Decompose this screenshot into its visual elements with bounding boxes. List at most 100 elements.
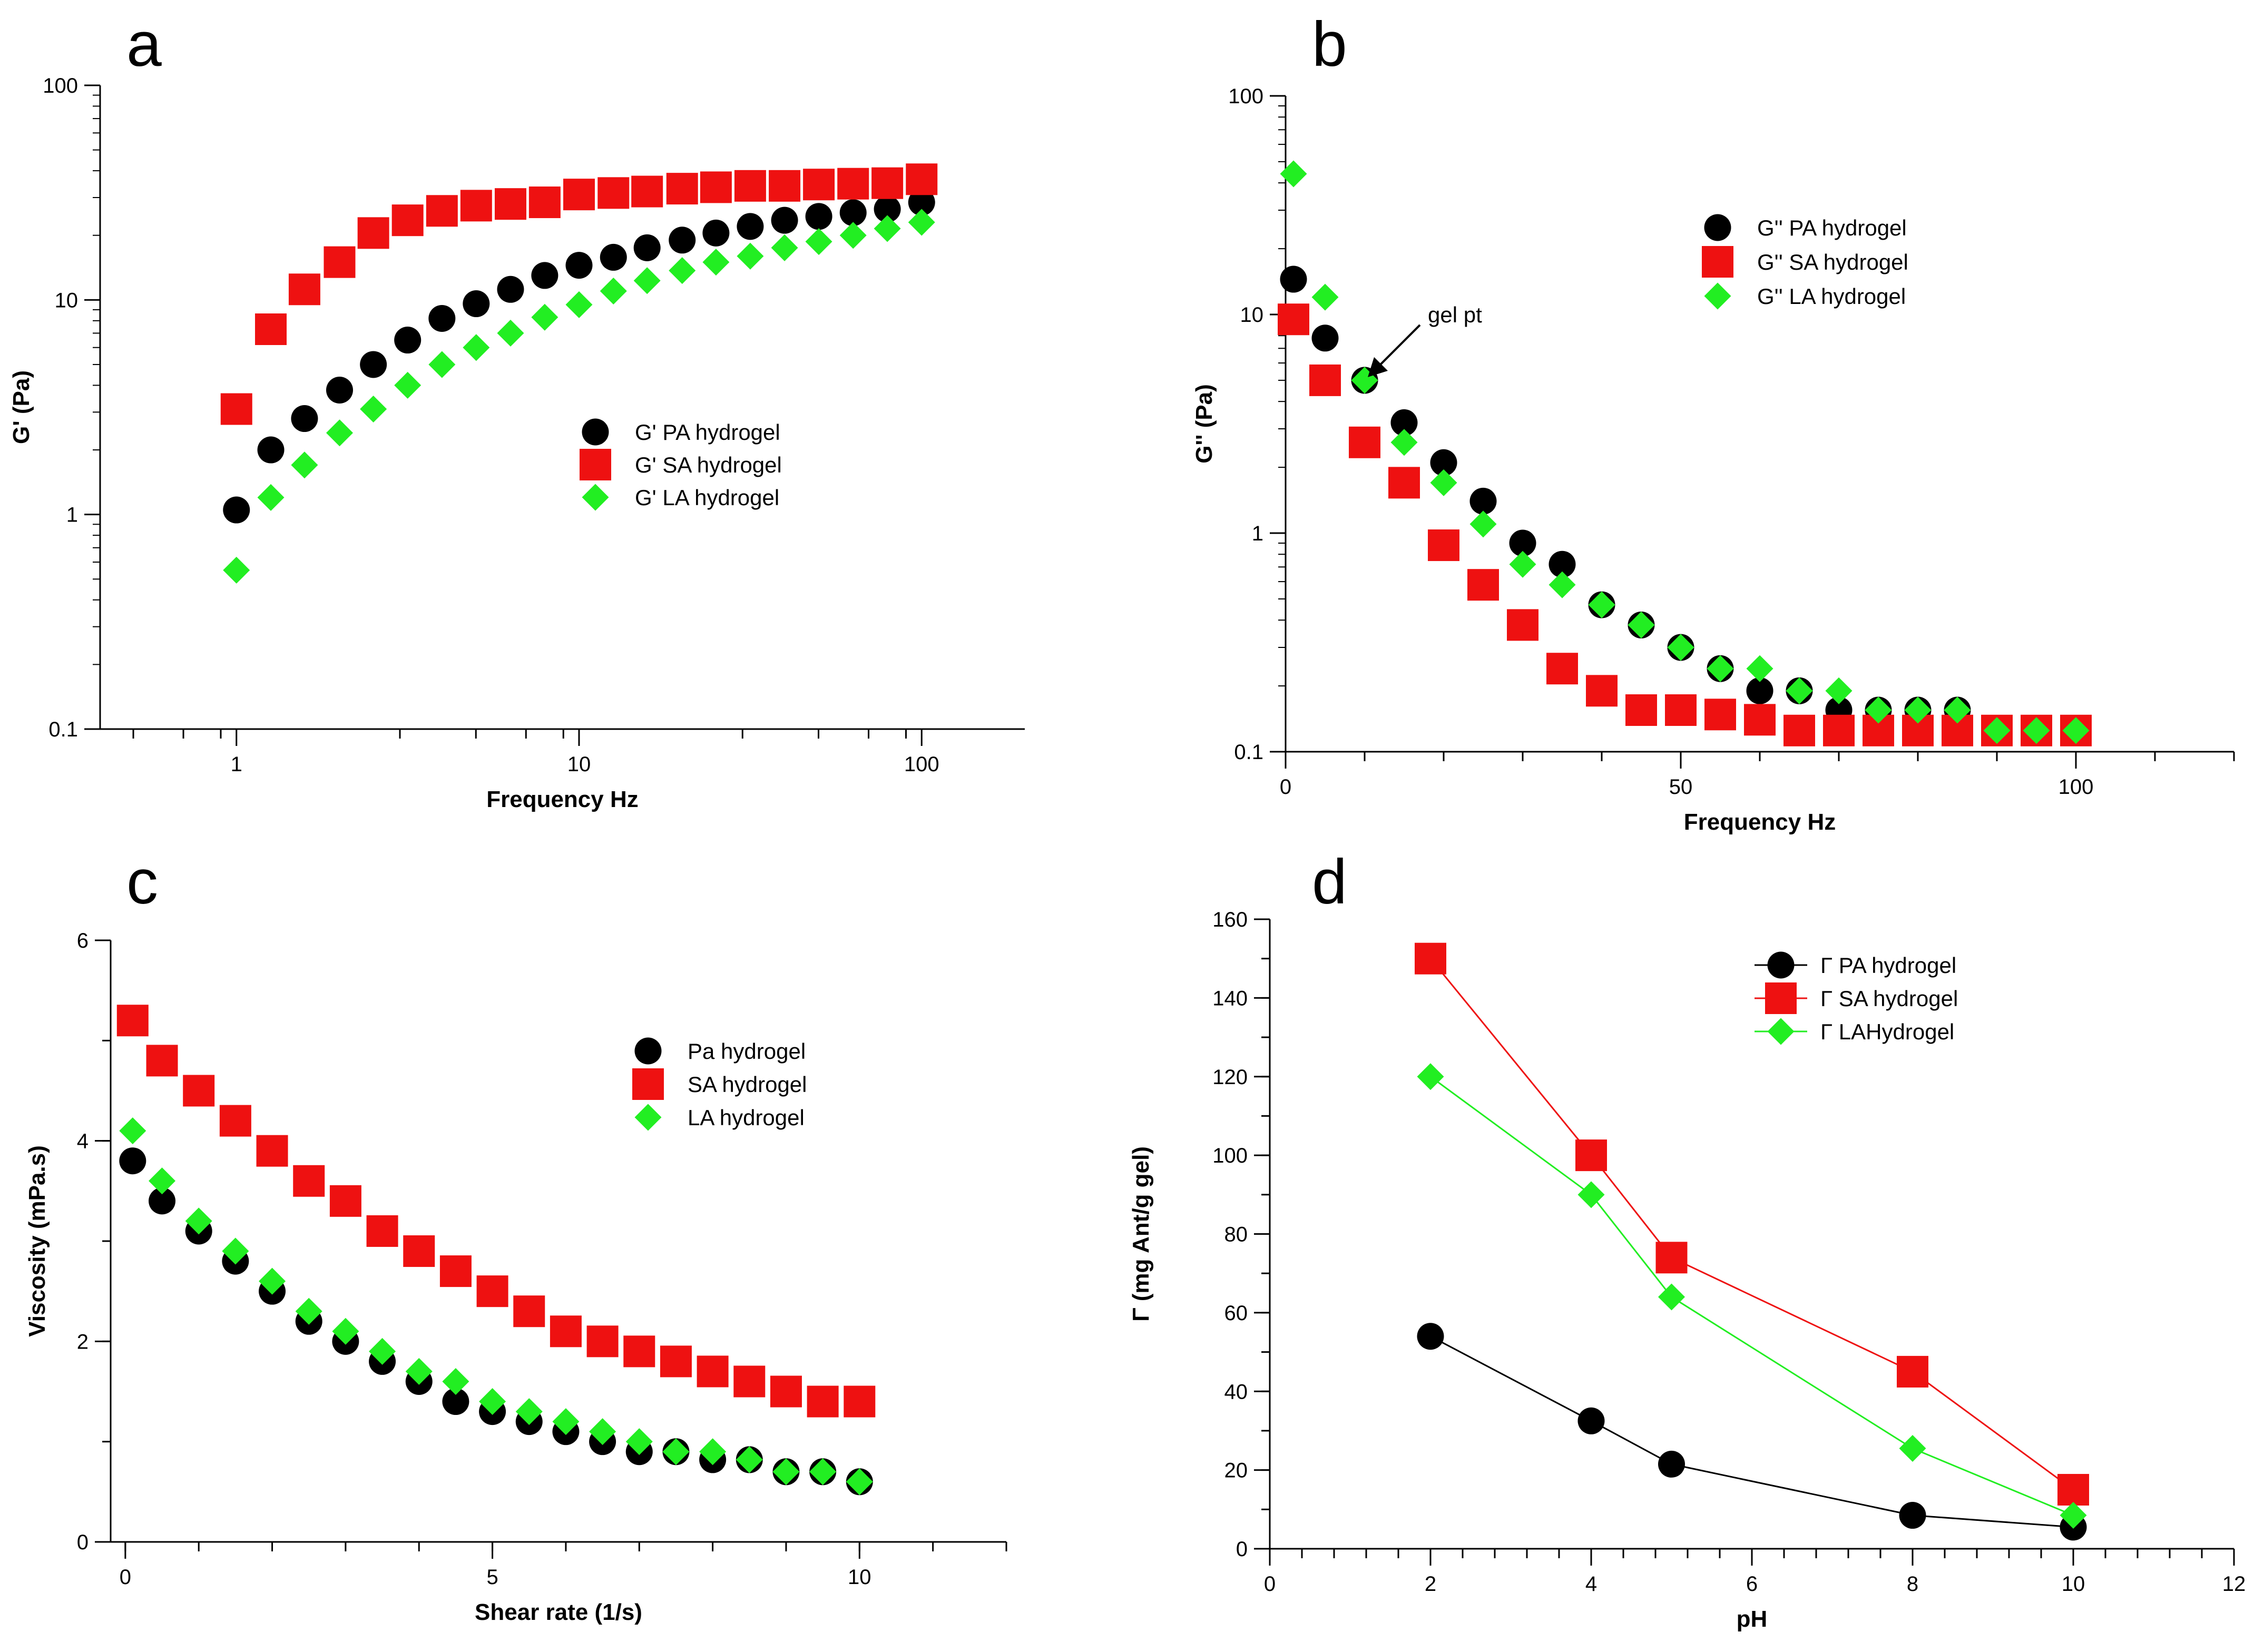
data-point xyxy=(563,179,595,211)
data-point xyxy=(1509,550,1536,578)
x-axis-label: Frequency Hz xyxy=(486,786,639,812)
data-point xyxy=(1428,529,1459,562)
data-point xyxy=(550,1315,582,1348)
data-point xyxy=(428,351,456,378)
y-tick-label: 20 xyxy=(1224,1459,1248,1482)
series-sa xyxy=(1415,942,2089,1506)
data-point xyxy=(737,242,764,270)
data-point xyxy=(531,303,558,331)
data-point xyxy=(291,451,318,479)
data-point xyxy=(1311,283,1339,311)
data-point xyxy=(428,304,456,332)
legend-label: G' SA hydrogel xyxy=(635,453,782,477)
y-tick-label: 10 xyxy=(1240,303,1264,327)
x-tick-label: 50 xyxy=(1669,775,1693,799)
data-point xyxy=(426,195,458,227)
data-point xyxy=(442,1388,469,1415)
legend-label: Γ PA hydrogel xyxy=(1820,953,1956,978)
y-axis-label: G' (Pa) xyxy=(8,370,34,444)
data-point xyxy=(1655,1242,1688,1274)
data-point xyxy=(531,262,558,289)
data-point xyxy=(1667,634,1694,661)
data-point xyxy=(1746,677,1773,704)
data-point xyxy=(733,1365,766,1398)
y-axis-label: Viscosity (mPa.s) xyxy=(24,1145,50,1337)
data-point xyxy=(515,1398,543,1425)
data-point xyxy=(405,1358,433,1385)
legend-marker xyxy=(1765,982,1797,1014)
data-point xyxy=(1415,942,1446,975)
data-point xyxy=(1280,266,1307,293)
x-tick-label: 100 xyxy=(2059,775,2094,799)
y-tick-label: 1 xyxy=(66,504,78,527)
data-point xyxy=(1783,714,1815,746)
legend-label: G' LA hydrogel xyxy=(635,485,779,510)
data-point xyxy=(146,1045,178,1077)
data-point xyxy=(625,1428,653,1456)
annotation-arrow-head xyxy=(1368,357,1388,377)
legend-marker xyxy=(1704,214,1731,241)
y-tick-label: 120 xyxy=(1212,1066,1248,1089)
data-point xyxy=(403,1235,435,1267)
y-tick-label: 80 xyxy=(1224,1223,1248,1246)
data-point xyxy=(1744,704,1776,736)
data-point xyxy=(257,484,285,511)
data-point xyxy=(771,234,798,261)
series-la xyxy=(119,1117,873,1496)
series-pa xyxy=(1280,266,2090,744)
series-sa xyxy=(116,1005,876,1418)
data-point xyxy=(494,188,526,220)
series-line xyxy=(1430,1335,2074,1528)
data-point xyxy=(295,1297,322,1325)
series-pa xyxy=(223,189,935,524)
x-tick-label: 4 xyxy=(1585,1572,1597,1596)
data-point xyxy=(223,496,250,524)
x-tick-label: 10 xyxy=(2062,1572,2085,1596)
y-tick-label: 4 xyxy=(77,1130,89,1153)
series-sa xyxy=(1278,303,2092,746)
data-point xyxy=(1278,303,1309,336)
data-point xyxy=(1746,655,1773,682)
data-point xyxy=(1983,717,2011,744)
data-point xyxy=(623,1335,655,1368)
legend-label: G'' SA hydrogel xyxy=(1757,250,1908,274)
data-point xyxy=(360,351,387,378)
data-point xyxy=(293,1165,325,1197)
legend-marker xyxy=(1767,951,1795,979)
data-point xyxy=(1823,714,1855,746)
data-point xyxy=(662,1438,690,1466)
data-point xyxy=(736,1446,763,1473)
legend-marker xyxy=(1702,246,1733,278)
data-point xyxy=(497,276,524,303)
chart-panel-c: 0 5 10 0 2 4 6 Shear rate (1/s) Viscosity (mPa.s… xyxy=(24,929,1007,1625)
data-point xyxy=(734,170,766,202)
data-point xyxy=(1430,449,1457,476)
data-point xyxy=(772,1458,800,1486)
data-point xyxy=(2060,1502,2087,1529)
legend-label: G'' LA hydrogel xyxy=(1757,284,1906,309)
data-point xyxy=(288,273,320,306)
data-point xyxy=(846,1468,873,1496)
legend-label: SA hydrogel xyxy=(688,1072,807,1097)
data-point xyxy=(360,396,387,423)
legend-label: G'' PA hydrogel xyxy=(1757,215,1907,240)
data-point xyxy=(1704,699,1736,731)
data-point xyxy=(1588,591,1615,618)
data-point xyxy=(597,177,630,209)
data-point xyxy=(223,556,250,584)
series-pa xyxy=(1417,1323,2087,1541)
legend-marker xyxy=(634,1104,662,1131)
data-point xyxy=(633,234,661,261)
data-point xyxy=(394,371,422,399)
series-la xyxy=(1280,160,2090,744)
data-point xyxy=(1899,1435,1926,1462)
data-point xyxy=(1430,469,1457,496)
y-tick-label: 160 xyxy=(1212,908,1248,931)
data-point xyxy=(666,173,698,205)
y-tick-label: 0.1 xyxy=(48,718,78,741)
data-point xyxy=(513,1295,545,1328)
data-point xyxy=(149,1167,176,1195)
data-point xyxy=(600,277,627,304)
data-point xyxy=(1388,467,1420,499)
data-point xyxy=(329,1185,361,1217)
